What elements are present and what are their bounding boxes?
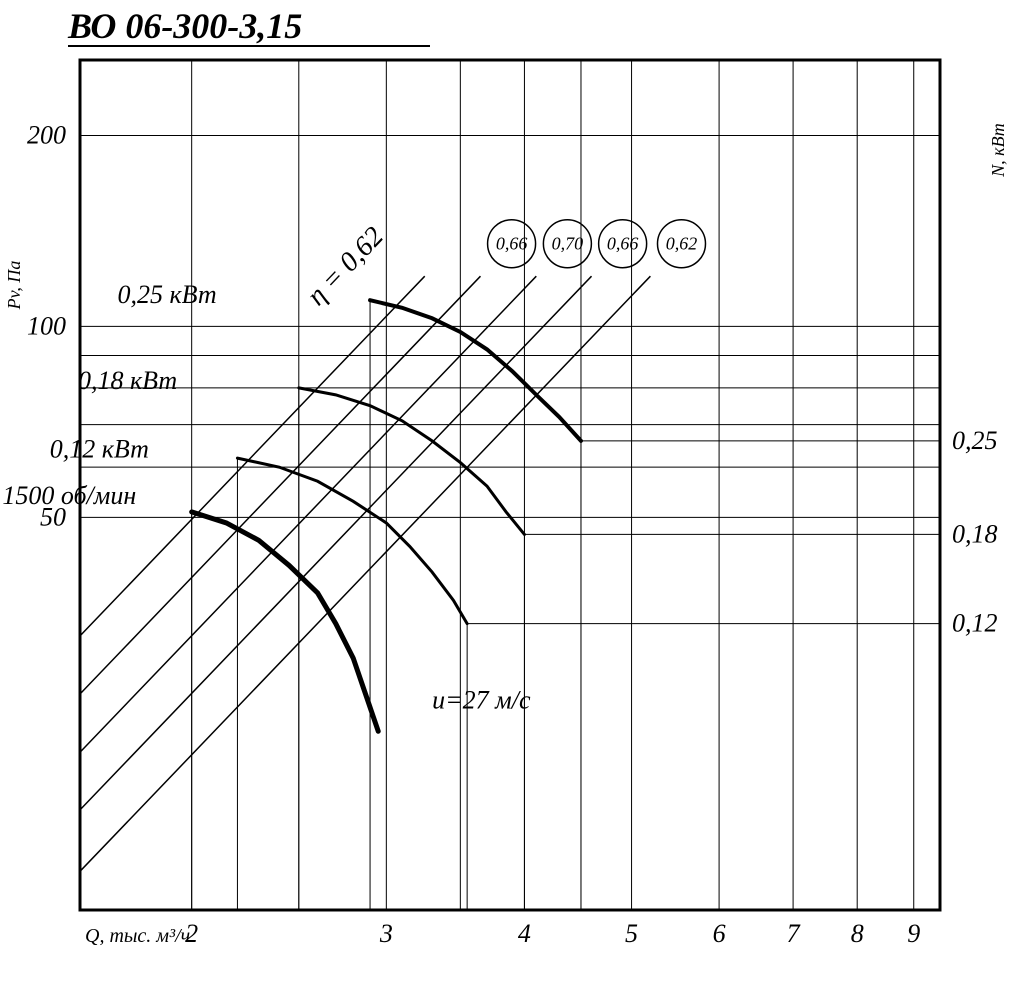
plot-area (80, 60, 940, 910)
y-right-tick: 0,25 (952, 426, 998, 455)
y-tick-label: 100 (27, 311, 66, 340)
fan-curve (192, 512, 379, 731)
curve-label: 0,25 кВт (117, 280, 216, 309)
y-right-tick: 0,18 (952, 519, 998, 548)
curve-label: 0,12 кВт (50, 434, 149, 463)
fan-curve (237, 458, 467, 624)
efficiency-value: 0,62 (666, 234, 698, 254)
x-tick-label: 9 (907, 919, 920, 948)
tip-speed-label: u=27 м/с (432, 685, 531, 714)
efficiency-label: η = 0,62 (301, 221, 390, 312)
efficiency-value: 0,66 (496, 234, 528, 254)
curve-label: 1500 об/мин (2, 481, 136, 510)
efficiency-value: 0,70 (552, 234, 584, 254)
x-tick-label: 7 (787, 919, 801, 948)
x-tick-label: 6 (713, 919, 726, 948)
x-tick-label: 3 (379, 919, 393, 948)
fan-performance-chart: ВО 06-300-3,1523456789Q, тыс. м³/ч501002… (0, 0, 1024, 995)
x-tick-label: 5 (625, 919, 638, 948)
efficiency-value: 0,66 (607, 234, 639, 254)
y-tick-label: 200 (27, 120, 66, 149)
y-left-label: Pv, Па (4, 261, 24, 311)
x-axis-label: Q, тыс. м³/ч (85, 925, 190, 947)
y-right-label: N, кВт (988, 123, 1008, 178)
curve-label: 0,18 кВт (78, 366, 177, 395)
x-tick-label: 8 (851, 919, 864, 948)
x-tick-label: 4 (518, 919, 531, 948)
chart-title: ВО 06-300-3,15 (67, 6, 302, 46)
y-right-tick: 0,12 (952, 609, 998, 638)
fan-curve (299, 388, 525, 535)
